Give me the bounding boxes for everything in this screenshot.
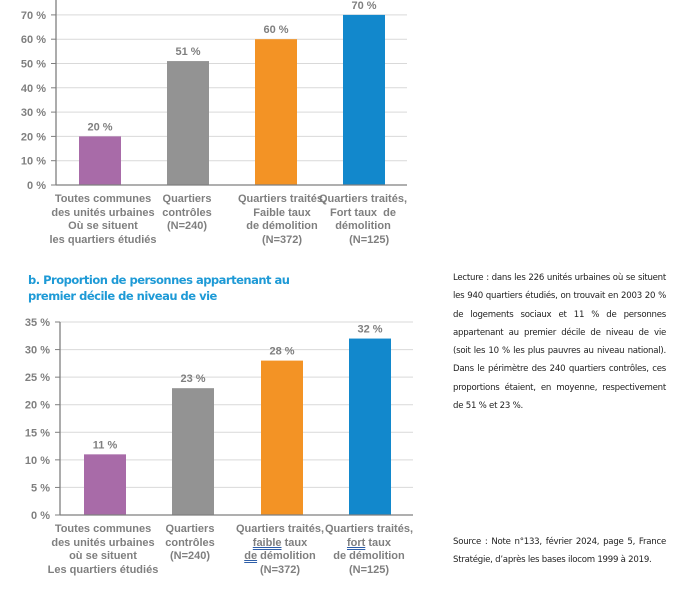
category-label-line: Quartiers traités, [318, 193, 408, 205]
y-tick-label: 25 % [25, 372, 50, 384]
category-label-line: Quartiers [165, 523, 215, 535]
data-label: 51 % [175, 46, 200, 58]
data-label: 70 % [351, 0, 376, 12]
y-tick-label: 0 % [31, 510, 50, 522]
category-label-line: Quartiers [162, 193, 212, 205]
bar [261, 360, 303, 515]
chart-b-title-line-1: b. Proportion de personnes appartenant a… [28, 273, 290, 287]
chart-b-title: b. Proportion de personnes appartenant a… [28, 272, 290, 304]
y-tick-label: 15 % [25, 427, 50, 439]
y-tick-label: 50 % [21, 59, 46, 71]
category-label-line: (N=125) [336, 233, 390, 246]
category-label-line: (N=372) [259, 563, 301, 576]
category-label-line: les quartiers étudiés [49, 233, 157, 246]
category-label: Quartiers contrôles (N=240) [120, 523, 260, 564]
spellcheck-underlined-word: fort [346, 536, 366, 549]
chart-b-premier-decile: 0 % 5 % 10 % 15 % 20 % 25 % 30 % 35 % 11 % 23 % 28… [25, 317, 413, 522]
category-label-line: contrôles [165, 536, 215, 549]
y-tick-label: 70 % [21, 10, 46, 22]
data-label: 23 % [180, 373, 205, 385]
category-label-line: Quartiers traités, [235, 523, 325, 535]
y-tick-label: 10 % [25, 455, 50, 467]
y-tick-label: 0 % [27, 180, 46, 192]
bar [79, 136, 121, 185]
category-label-line: faible taux [252, 536, 308, 549]
y-tick-label: 30 % [21, 107, 46, 119]
y-tick-label: 35 % [25, 317, 50, 329]
y-tick-label: 20 % [21, 131, 46, 143]
y-tick-label: 10 % [21, 156, 46, 168]
chart-a-logements-sociaux: 0 % 10 % 20 % 30 % 40 % 50 % 60 % 70 % 20 % 51 % 6… [21, 0, 407, 192]
category-label-line: Fort taux de [329, 206, 396, 219]
category-label-line: (N=125) [348, 563, 390, 576]
y-tick-label: 60 % [21, 34, 46, 46]
category-label-line: Quartiers traités, [237, 193, 327, 205]
lecture-note: Lecture : dans les 226 unités urbaines o… [453, 273, 666, 412]
y-tick-label: 20 % [25, 400, 50, 412]
spellcheck-underlined-word: faible [252, 536, 282, 549]
category-label-line: Les quartiers étudiés [47, 563, 159, 576]
category-label: Quartiers traités, faible taux de démoliti… [210, 523, 350, 577]
category-label-line: Toutes communes [54, 193, 152, 205]
category-label-line: Où se situent [68, 220, 138, 232]
y-tick-label: 5 % [31, 482, 50, 494]
category-label: Quartiers traités, Faible taux de démoliti… [212, 193, 352, 247]
data-label: 28 % [269, 346, 294, 358]
data-label: 60 % [263, 24, 288, 36]
category-label-line: Toutes communes [54, 523, 152, 535]
bar [349, 338, 391, 515]
category-label-line: des unités urbaines [51, 536, 155, 549]
category-label: Toutes communes des unités urbaines Où se … [33, 193, 173, 247]
bar [167, 61, 209, 185]
y-tick-label: 30 % [25, 345, 50, 357]
bar [343, 14, 385, 186]
category-label-line: (N=240) [166, 220, 208, 232]
spellcheck-underlined-word: de [244, 550, 258, 562]
data-label: 20 % [87, 121, 112, 133]
category-label-line: Faible taux [253, 206, 311, 219]
category-label: Quartiers traités, Fort taux de démolition… [293, 193, 433, 247]
data-label: 32 % [357, 324, 382, 336]
chart-b-title-line-2: premier décile de niveau de vie [28, 289, 217, 303]
category-label-line: Quartiers traités, [324, 523, 414, 535]
category-label: Toutes communes des unités urbaines où se … [33, 523, 173, 577]
category-label-line: de démolition [333, 550, 405, 562]
data-label: 11 % [93, 439, 118, 451]
category-label-line: (N=240) [169, 550, 211, 562]
category-label: Quartiers contrôles (N=240) [117, 193, 257, 234]
bar [255, 39, 297, 186]
category-label-line: fort taux [346, 536, 391, 549]
category-label: Quartiers traités, fort taux de démolition… [299, 523, 439, 577]
category-label-line: contrôles [162, 206, 212, 219]
bar [172, 388, 214, 515]
source-note: Source : Note n°133, février 2024, page … [453, 537, 666, 566]
category-label-line: de démolition [246, 220, 318, 232]
category-label-line: (N=372) [261, 233, 303, 246]
category-label-line: de démolition [244, 550, 316, 562]
category-label-line: démolition [335, 220, 391, 232]
category-label-line: des unités urbaines [51, 206, 155, 219]
bar [84, 454, 126, 515]
y-tick-label: 40 % [21, 83, 46, 95]
category-label-line: où se situent [69, 550, 137, 562]
